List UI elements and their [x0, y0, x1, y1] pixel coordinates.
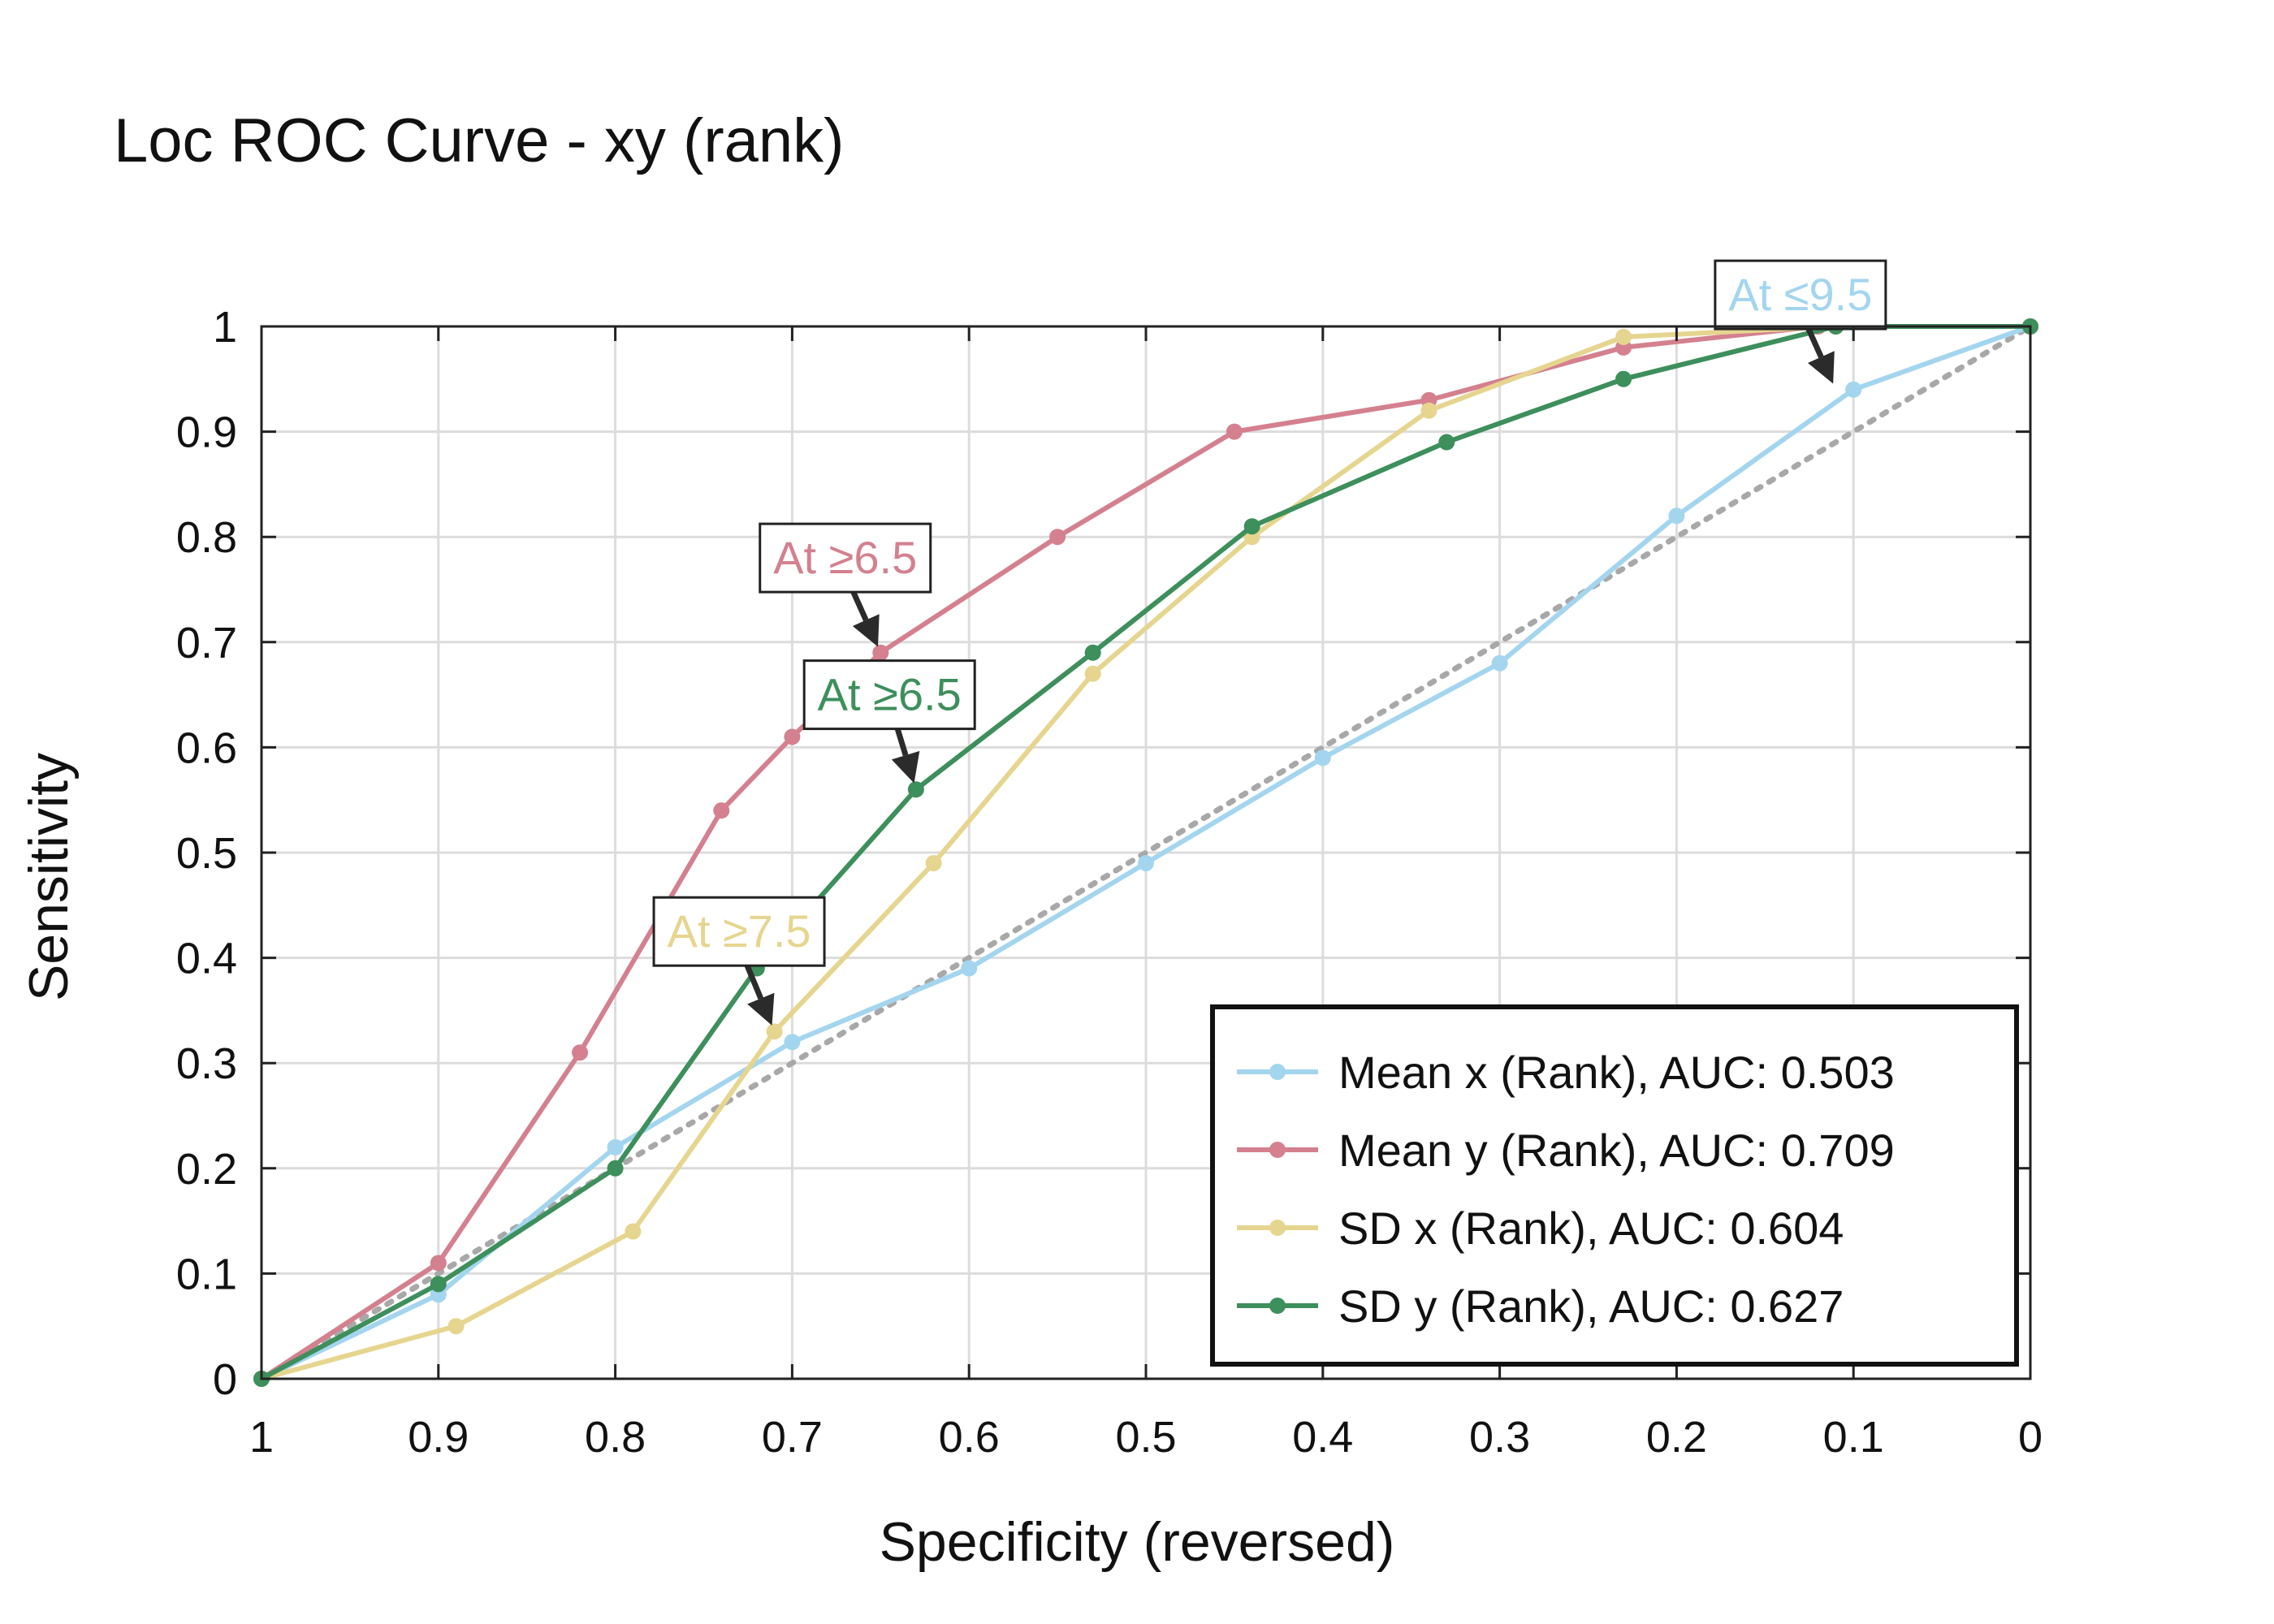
data-point: [1420, 402, 1437, 419]
data-point: [961, 960, 978, 977]
data-point: [625, 1223, 642, 1240]
data-point: [872, 644, 889, 661]
annotation-2: At ≥7.5: [652, 896, 826, 1026]
x-tick-label: 0.3: [1469, 1413, 1530, 1462]
data-point: [1226, 423, 1243, 440]
legend-swatch-marker: [1269, 1220, 1286, 1236]
data-point: [572, 1044, 589, 1061]
annotation-3: At ≤9.5: [1714, 259, 1887, 384]
legend-swatch-marker: [1269, 1064, 1286, 1080]
y-tick-label: 0.7: [176, 619, 237, 667]
y-tick-label: 0.3: [176, 1039, 237, 1088]
y-tick-label: 0.4: [176, 935, 237, 983]
x-tick-label: 0.6: [939, 1413, 1000, 1462]
annotation-label: At ≥7.5: [668, 905, 811, 957]
data-point: [784, 1034, 801, 1051]
data-point: [1138, 854, 1154, 871]
data-point: [907, 781, 924, 798]
data-point: [430, 1255, 447, 1272]
annotation-arrow-head: [747, 992, 775, 1026]
annotation-arrow-shaft: [744, 964, 764, 1000]
axes: 1 0.9 0.8 0.7 0.6 0.5 0.4 0.3 0.2 0.1 0 0 0.1 0.2 0.3 0…: [176, 303, 2043, 1462]
data-point: [1668, 508, 1685, 525]
legend-entry-0: Mean x (Rank), AUC: 0.503: [1237, 1047, 1895, 1098]
y-tick-label: 0: [213, 1355, 237, 1404]
data-point: [1845, 381, 1862, 398]
data-point: [430, 1276, 447, 1293]
data-point: [1491, 654, 1508, 672]
x-tick-label: 0: [2018, 1413, 2043, 1462]
data-point: [784, 728, 801, 745]
annotation-arrow-head: [891, 750, 920, 784]
x-tick-label: 0.2: [1646, 1413, 1707, 1462]
annotation-1: At ≥6.5: [802, 659, 976, 784]
y-tick-label: 0.8: [176, 513, 237, 562]
data-point: [713, 802, 730, 819]
data-point: [607, 1138, 624, 1155]
annotation-box: [652, 896, 826, 967]
annotation-arrow-head: [852, 614, 880, 647]
data-point: [925, 854, 942, 871]
data-point: [1243, 518, 1260, 535]
chart-title: Loc ROC Curve - xy (rank): [114, 106, 845, 175]
data-point: [766, 1023, 783, 1040]
data-point: [1438, 434, 1455, 451]
annotation-box: [759, 522, 932, 594]
data-point: [1314, 749, 1331, 767]
data-point: [1084, 644, 1101, 661]
series-3: [253, 318, 2038, 1387]
legend-swatch-marker: [1269, 1298, 1286, 1314]
data-point: [447, 1318, 465, 1335]
data-point: [607, 1160, 624, 1177]
annotation-box: [802, 659, 976, 731]
data-point: [1615, 328, 1632, 345]
y-tick-label: 0.1: [176, 1250, 237, 1298]
legend: Mean x (Rank), AUC: 0.503 Mean y (Rank), …: [1210, 1004, 2019, 1367]
legend-entry-2: SD x (Rank), AUC: 0.604: [1237, 1203, 1844, 1254]
annotation-box: [1714, 259, 1887, 330]
annotation-0: At ≥6.5: [759, 522, 932, 647]
annotation-label: At ≥6.5: [818, 669, 962, 720]
y-tick-label: 0.2: [176, 1145, 237, 1194]
annotation-arrow-shaft: [894, 728, 909, 757]
x-tick-label: 0.9: [408, 1413, 469, 1462]
series-line: [260, 324, 2030, 1381]
x-tick-label: 0.7: [762, 1413, 823, 1462]
y-tick-label: 0.6: [176, 723, 237, 772]
data-point: [1049, 529, 1066, 546]
annotations: At ≥6.5 At ≥6.5 At ≥7.5 At ≤9.5: [652, 259, 1887, 1026]
plot-frame: [260, 325, 2032, 1380]
diagonal-reference: [258, 323, 2034, 1382]
y-tick-label: 1: [213, 303, 237, 352]
series-group: [253, 318, 2038, 1387]
legend-label: SD y (Rank), AUC: 0.627: [1338, 1281, 1844, 1332]
y-tick-label: 0.9: [176, 408, 237, 457]
y-tick-label: 0.5: [176, 829, 237, 878]
legend-label: Mean x (Rank), AUC: 0.503: [1338, 1047, 1895, 1098]
x-tick-label: 1: [249, 1413, 274, 1462]
diagonal-line: [258, 323, 2034, 1382]
annotation-arrow-shaft: [1805, 327, 1824, 359]
annotation-label: At ≤9.5: [1728, 269, 1872, 320]
data-point: [1084, 665, 1101, 682]
legend-entry-3: SD y (Rank), AUC: 0.627: [1237, 1281, 1844, 1332]
annotation-arrow-head: [1807, 351, 1835, 384]
legend-entry-1: Mean y (Rank), AUC: 0.709: [1237, 1125, 1895, 1176]
annotation-arrow-shaft: [850, 590, 869, 622]
x-axis-label: Specificity (reversed): [879, 1511, 1395, 1573]
legend-swatch-marker: [1269, 1142, 1286, 1158]
x-tick-label: 0.5: [1115, 1413, 1176, 1462]
data-point: [1615, 370, 1632, 387]
x-tick-label: 0.1: [1823, 1413, 1884, 1462]
annotation-label: At ≥6.5: [773, 532, 917, 583]
legend-label: SD x (Rank), AUC: 0.604: [1338, 1203, 1844, 1254]
x-tick-label: 0.8: [585, 1413, 646, 1462]
x-tick-label: 0.4: [1292, 1413, 1353, 1462]
legend-label: Mean y (Rank), AUC: 0.709: [1338, 1125, 1895, 1176]
legend-box: [1210, 1004, 2019, 1367]
